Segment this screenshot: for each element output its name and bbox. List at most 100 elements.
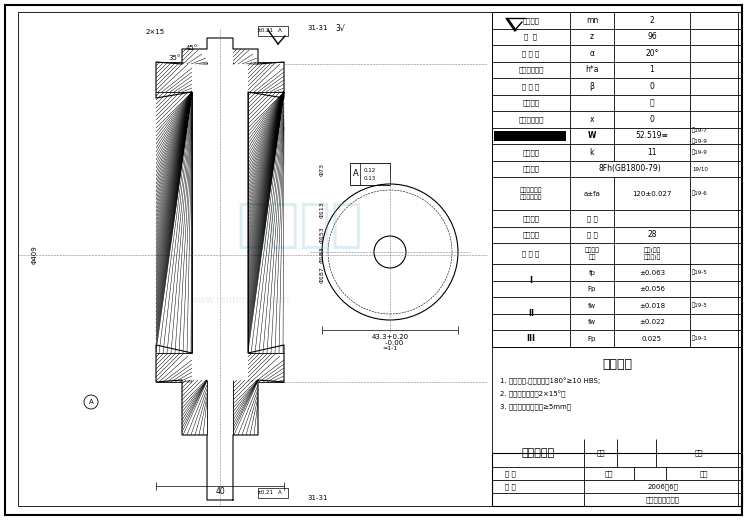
Text: www.renrendoc.com: www.renrendoc.com <box>190 295 290 305</box>
Text: 52.519≡: 52.519≡ <box>636 131 669 140</box>
Text: 齿 数: 齿 数 <box>586 231 598 238</box>
Text: ±0.022: ±0.022 <box>639 319 665 325</box>
Text: -0.00: -0.00 <box>376 340 403 346</box>
Text: fp: fp <box>589 270 595 276</box>
Text: 齿类变位系数: 齿类变位系数 <box>518 116 544 123</box>
Text: 2: 2 <box>650 16 654 25</box>
Text: 表19-9: 表19-9 <box>692 149 707 155</box>
Text: fw: fw <box>588 303 596 309</box>
Text: A: A <box>278 29 282 33</box>
Text: 表19-1: 表19-1 <box>692 336 707 342</box>
Text: 重量: 重量 <box>700 470 708 477</box>
Text: α: α <box>589 49 595 58</box>
Text: fw: fw <box>588 319 596 325</box>
Text: a±fa: a±fa <box>583 190 601 197</box>
Text: ±0.21: ±0.21 <box>256 490 273 496</box>
Text: 齿  数: 齿 数 <box>524 33 538 40</box>
Text: 公 差 组: 公 差 组 <box>522 251 539 257</box>
Text: β: β <box>589 82 595 91</box>
Text: h*a: h*a <box>585 65 599 74</box>
Text: 0.13: 0.13 <box>364 175 376 180</box>
Text: Φ73: Φ73 <box>320 163 324 176</box>
Text: 2×15: 2×15 <box>146 29 164 35</box>
Text: 120±0.027: 120±0.027 <box>632 190 672 197</box>
Bar <box>258 488 288 498</box>
Text: 1: 1 <box>650 65 654 74</box>
Text: 公差(或极
限偏差)值: 公差(或极 限偏差)值 <box>643 248 660 260</box>
Text: Φ409: Φ409 <box>32 245 38 264</box>
Bar <box>494 131 566 141</box>
Text: 11: 11 <box>647 148 657 157</box>
Text: 审 核: 审 核 <box>505 483 515 490</box>
Text: 8Fh(GB1800-79): 8Fh(GB1800-79) <box>598 164 661 173</box>
Text: Fp: Fp <box>588 336 596 342</box>
Text: 圆柱直齿轮: 圆柱直齿轮 <box>521 448 554 458</box>
Bar <box>148 37 292 505</box>
Text: ≈1-1: ≈1-1 <box>382 346 397 352</box>
Text: A: A <box>278 490 282 496</box>
Text: 技术要求: 技术要求 <box>602 358 632 371</box>
Text: II: II <box>528 309 534 318</box>
Text: 45°: 45° <box>186 45 198 51</box>
Text: 40: 40 <box>215 488 225 497</box>
Text: 28: 28 <box>647 230 657 239</box>
Text: 跨齿齿数: 跨齿齿数 <box>522 149 539 155</box>
Text: 设 计: 设 计 <box>505 470 515 477</box>
Text: 螺旋方向: 螺旋方向 <box>522 99 539 106</box>
Text: ±0.018: ±0.018 <box>639 303 665 309</box>
Text: Φ153: Φ153 <box>320 227 324 243</box>
Text: 31-31: 31-31 <box>308 495 328 501</box>
Text: 2006年6月: 2006年6月 <box>648 483 678 490</box>
Text: 20°: 20° <box>645 49 659 58</box>
Text: 表19-5: 表19-5 <box>692 270 707 276</box>
Text: I: I <box>530 277 533 285</box>
Text: x: x <box>589 115 595 124</box>
Text: k: k <box>589 148 595 157</box>
Text: 配对齿轮: 配对齿轮 <box>522 215 539 222</box>
Text: 精度等级: 精度等级 <box>522 165 539 172</box>
Text: 19/10: 19/10 <box>692 166 708 171</box>
Text: 机械设计课程设计: 机械设计课程设计 <box>646 496 680 503</box>
Text: z: z <box>590 32 594 41</box>
Bar <box>492 453 742 506</box>
Text: 表19-6: 表19-6 <box>692 191 707 196</box>
Text: 螺 旋 角: 螺 旋 角 <box>522 83 539 89</box>
Text: ±0.063: ±0.063 <box>639 270 665 276</box>
Text: 配对齿轮: 配对齿轮 <box>522 231 539 238</box>
Text: 齿轮副中心距
及其极限偏差: 齿轮副中心距 及其极限偏差 <box>520 187 542 200</box>
Text: 齿顶圆高系数: 齿顶圆高系数 <box>518 67 544 73</box>
Text: 31-31: 31-31 <box>308 25 328 31</box>
Text: 检验项目
代号: 检验项目 代号 <box>584 248 600 260</box>
Text: 表19-5: 表19-5 <box>692 303 707 308</box>
Text: ±0.056: ±0.056 <box>639 286 665 292</box>
Text: 1. 正火处理,齿面硬度为180°≥10 HBS;: 1. 正火处理,齿面硬度为180°≥10 HBS; <box>500 378 601 385</box>
Text: 96: 96 <box>647 32 657 41</box>
Text: 表19-7: 表19-7 <box>692 128 707 133</box>
Text: A: A <box>89 399 93 405</box>
Text: 0.12: 0.12 <box>364 167 376 173</box>
Text: Φ187: Φ187 <box>320 267 324 283</box>
Text: 2. 未标明的倒角为2×15°；: 2. 未标明的倒角为2×15°； <box>500 391 565 398</box>
Text: 法向模数: 法向模数 <box>522 17 539 23</box>
Text: 0.025: 0.025 <box>642 336 662 342</box>
Text: 人人文库: 人人文库 <box>237 199 363 251</box>
Text: 3. 未标明的圆角半径≥5mm。: 3. 未标明的圆角半径≥5mm。 <box>500 404 571 410</box>
Text: W: W <box>588 131 596 140</box>
Text: A: A <box>353 170 359 178</box>
Text: 0: 0 <box>650 115 654 124</box>
Text: Fp: Fp <box>588 286 596 292</box>
Text: 齿 形 角: 齿 形 角 <box>522 50 539 57</box>
Bar <box>350 163 390 185</box>
Text: 表19-9: 表19-9 <box>692 138 707 144</box>
Text: 数量: 数量 <box>605 470 613 477</box>
Text: 比例: 比例 <box>596 450 605 457</box>
Text: Φ113: Φ113 <box>320 202 324 218</box>
Text: III: III <box>527 334 536 343</box>
Text: 无: 无 <box>650 98 654 107</box>
Text: 0: 0 <box>650 82 654 91</box>
Bar <box>258 26 288 36</box>
Text: 43.3+0.20: 43.3+0.20 <box>371 334 409 340</box>
Text: 图号: 图号 <box>695 450 703 457</box>
Text: ±0.21: ±0.21 <box>256 29 273 33</box>
Text: 3√: 3√ <box>335 23 345 32</box>
